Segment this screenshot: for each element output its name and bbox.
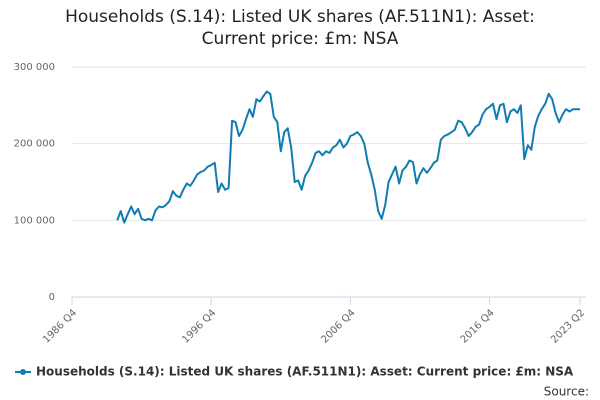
source: Source: (544, 385, 589, 399)
chart-title: Households (S.14): Listed UK shares (AF.… (65, 7, 535, 49)
x-tick-label: 1986 Q4 (41, 307, 79, 345)
legend-marker (20, 369, 26, 375)
x-tick-label: 2016 Q4 (459, 307, 497, 345)
y-tick-label: 200 000 (14, 139, 55, 150)
y-tick-label: 300 000 (14, 62, 55, 73)
x-tick-label: 2006 Q4 (320, 307, 358, 345)
x-tick-label: 2023 Q2 (549, 307, 587, 345)
legend-label: Households (S.14): Listed UK shares (AF.… (36, 365, 574, 379)
y-tick-label: 100 000 (14, 215, 55, 226)
y-tick-label: 0 (49, 292, 55, 303)
series-line (116, 90, 580, 224)
x-tick-label: 1996 Q4 (180, 307, 218, 345)
